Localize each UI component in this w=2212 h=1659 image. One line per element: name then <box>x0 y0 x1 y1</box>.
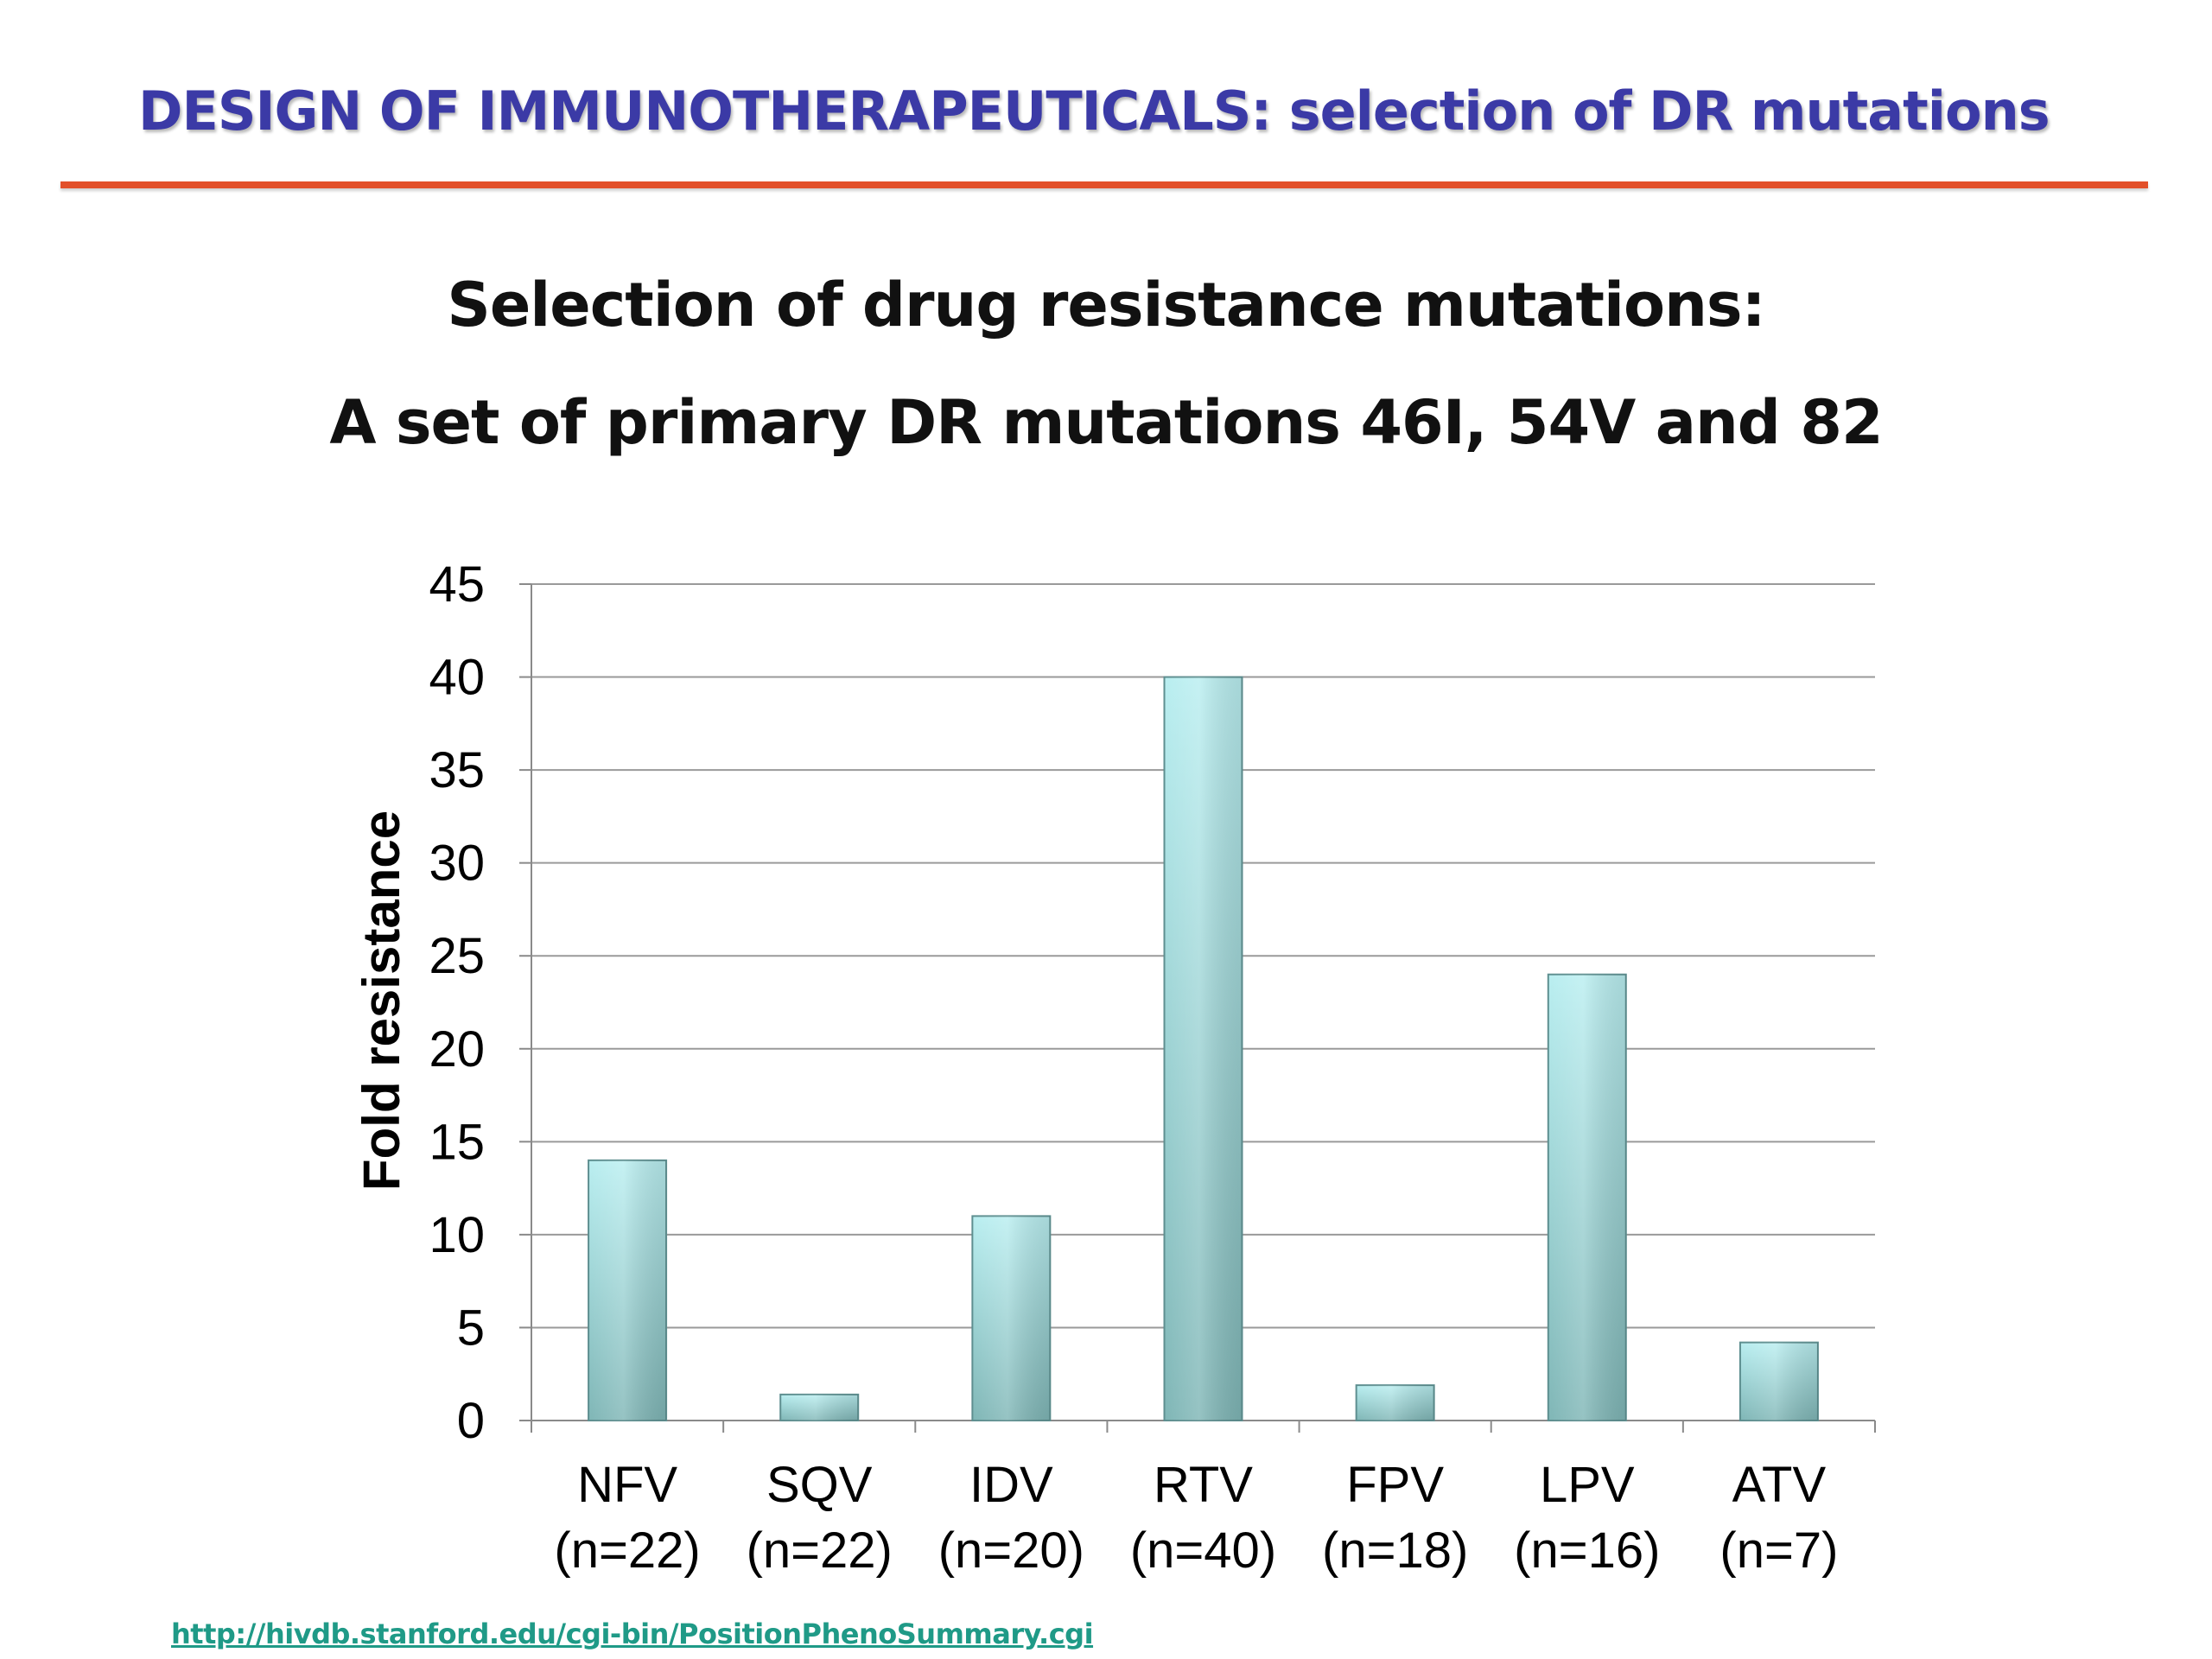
x-category-label: IDV <box>969 1457 1053 1513</box>
y-tick-label: 35 <box>429 742 485 798</box>
slide-title: DESIGN OF IMMUNOTHERAPEUTICALS: selectio… <box>138 79 2050 143</box>
bar-sqv <box>779 1393 860 1421</box>
y-axis-label: Fold resistance <box>353 810 410 1191</box>
bar-shine <box>1548 974 1626 1421</box>
x-category-count: (n=22) <box>747 1522 893 1579</box>
y-tick-label: 10 <box>429 1207 485 1263</box>
y-tick-labels: 0 5 10 15 20 25 30 35 40 45 <box>429 556 531 1449</box>
source-link[interactable]: http://hivdb.stanford.edu/cgi-bin/Positi… <box>171 1618 1094 1650</box>
bar-shine <box>1739 1342 1818 1421</box>
bar-shine <box>780 1394 859 1421</box>
x-category-count: (n=20) <box>938 1522 1084 1579</box>
bar-lpv <box>1547 973 1627 1421</box>
chart-heading-line-1: Selection of drug resistance mutations: <box>447 270 1765 340</box>
x-category-count: (n=22) <box>554 1522 700 1579</box>
x-category-count: (n=40) <box>1130 1522 1276 1579</box>
y-tick-label: 45 <box>429 556 485 613</box>
y-tick-label: 40 <box>429 650 485 706</box>
bar-atv <box>1738 1341 1819 1421</box>
bar-shine <box>588 1160 667 1421</box>
bar-shine <box>1356 1385 1434 1421</box>
x-category-label: FPV <box>1346 1457 1444 1513</box>
title-divider <box>60 181 2148 188</box>
y-tick-label: 30 <box>429 836 485 892</box>
x-category-label: RTV <box>1154 1457 1253 1513</box>
x-category-count: (n=18) <box>1322 1522 1468 1579</box>
bar-fpv <box>1355 1384 1435 1422</box>
bar-shine <box>1164 677 1243 1421</box>
y-tick-label: 15 <box>429 1114 485 1170</box>
fold-resistance-bar-chart: 0 5 10 15 20 25 30 35 40 45 NFV (n=22) SQV (n=22) IDV… <box>353 556 1876 1579</box>
bar-series <box>588 676 1819 1422</box>
x-category-label: SQV <box>766 1457 873 1513</box>
x-category-count: (n=7) <box>1719 1522 1838 1579</box>
bar-idv <box>971 1215 1052 1422</box>
y-tick-label: 25 <box>429 928 485 984</box>
y-tick-label: 20 <box>429 1021 485 1077</box>
x-category-label: NFV <box>577 1457 677 1513</box>
chart-heading-line-2: A set of primary DR mutations 46I, 54V a… <box>329 387 1883 458</box>
bar-nfv <box>588 1159 668 1422</box>
x-category-label: ATV <box>1732 1457 1827 1513</box>
x-tick-labels: NFV (n=22) SQV (n=22) IDV (n=20) RTV (n=40) FPV (… <box>554 1457 1838 1579</box>
bar-shine <box>972 1216 1051 1421</box>
y-tick-label: 0 <box>457 1393 485 1449</box>
y-tick-label: 5 <box>457 1300 485 1356</box>
x-category-label: LPV <box>1540 1457 1635 1513</box>
x-category-count: (n=16) <box>1514 1522 1660 1579</box>
bar-rtv <box>1163 676 1243 1421</box>
